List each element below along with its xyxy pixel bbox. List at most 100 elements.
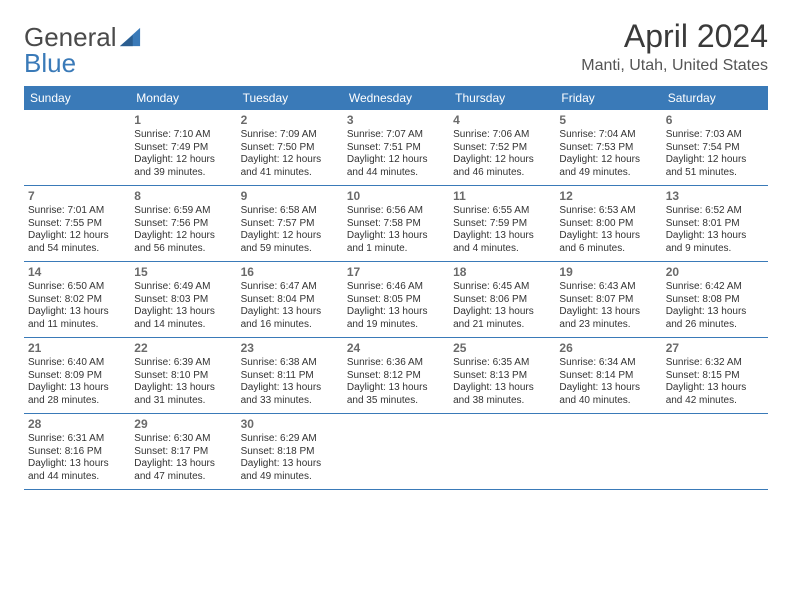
daylight-text: Daylight: 13 hours and 44 minutes. <box>28 458 126 483</box>
daylight-text: Daylight: 13 hours and 40 minutes. <box>559 382 657 407</box>
week-row: 7Sunrise: 7:01 AMSunset: 7:55 PMDaylight… <box>24 186 768 262</box>
dow-sunday: Sunday <box>24 86 130 110</box>
sunset-text: Sunset: 7:51 PM <box>347 142 445 155</box>
day-cell: 25Sunrise: 6:35 AMSunset: 8:13 PMDayligh… <box>449 338 555 413</box>
sunset-text: Sunset: 8:00 PM <box>559 218 657 231</box>
sunrise-text: Sunrise: 6:38 AM <box>241 357 339 370</box>
day-number: 21 <box>28 341 126 356</box>
day-cell: 10Sunrise: 6:56 AMSunset: 7:58 PMDayligh… <box>343 186 449 261</box>
day-number: 30 <box>241 417 339 432</box>
daylight-text: Daylight: 13 hours and 21 minutes. <box>453 306 551 331</box>
daylight-text: Daylight: 12 hours and 51 minutes. <box>666 154 764 179</box>
sunrise-text: Sunrise: 6:29 AM <box>241 433 339 446</box>
day-cell: 30Sunrise: 6:29 AMSunset: 8:18 PMDayligh… <box>237 414 343 489</box>
dow-wednesday: Wednesday <box>343 86 449 110</box>
sunset-text: Sunset: 7:50 PM <box>241 142 339 155</box>
day-cell: 12Sunrise: 6:53 AMSunset: 8:00 PMDayligh… <box>555 186 661 261</box>
sunrise-text: Sunrise: 7:06 AM <box>453 129 551 142</box>
logo-triangle-icon <box>119 26 141 48</box>
sunset-text: Sunset: 7:52 PM <box>453 142 551 155</box>
daylight-text: Daylight: 12 hours and 44 minutes. <box>347 154 445 179</box>
day-number: 9 <box>241 189 339 204</box>
sunset-text: Sunset: 8:02 PM <box>28 294 126 307</box>
sunrise-text: Sunrise: 6:34 AM <box>559 357 657 370</box>
sunset-text: Sunset: 8:12 PM <box>347 370 445 383</box>
daylight-text: Daylight: 13 hours and 42 minutes. <box>666 382 764 407</box>
day-cell: 29Sunrise: 6:30 AMSunset: 8:17 PMDayligh… <box>130 414 236 489</box>
day-number: 18 <box>453 265 551 280</box>
day-cell: 11Sunrise: 6:55 AMSunset: 7:59 PMDayligh… <box>449 186 555 261</box>
sunset-text: Sunset: 8:11 PM <box>241 370 339 383</box>
day-cell: 20Sunrise: 6:42 AMSunset: 8:08 PMDayligh… <box>662 262 768 337</box>
day-number: 6 <box>666 113 764 128</box>
sunrise-text: Sunrise: 6:36 AM <box>347 357 445 370</box>
sunrise-text: Sunrise: 7:03 AM <box>666 129 764 142</box>
calendar: Sunday Monday Tuesday Wednesday Thursday… <box>24 86 768 490</box>
dow-saturday: Saturday <box>662 86 768 110</box>
daylight-text: Daylight: 13 hours and 6 minutes. <box>559 230 657 255</box>
day-cell: 3Sunrise: 7:07 AMSunset: 7:51 PMDaylight… <box>343 110 449 185</box>
sunrise-text: Sunrise: 6:43 AM <box>559 281 657 294</box>
day-number: 3 <box>347 113 445 128</box>
sunset-text: Sunset: 8:09 PM <box>28 370 126 383</box>
day-cell: 5Sunrise: 7:04 AMSunset: 7:53 PMDaylight… <box>555 110 661 185</box>
brand-logo: GeneralBlue <box>24 18 141 76</box>
day-cell: 17Sunrise: 6:46 AMSunset: 8:05 PMDayligh… <box>343 262 449 337</box>
sunrise-text: Sunrise: 6:31 AM <box>28 433 126 446</box>
day-number: 25 <box>453 341 551 356</box>
sunset-text: Sunset: 8:17 PM <box>134 446 232 459</box>
day-cell: 2Sunrise: 7:09 AMSunset: 7:50 PMDaylight… <box>237 110 343 185</box>
daylight-text: Daylight: 12 hours and 59 minutes. <box>241 230 339 255</box>
sunrise-text: Sunrise: 6:49 AM <box>134 281 232 294</box>
day-number: 26 <box>559 341 657 356</box>
dow-tuesday: Tuesday <box>237 86 343 110</box>
sunset-text: Sunset: 7:59 PM <box>453 218 551 231</box>
sunset-text: Sunset: 8:16 PM <box>28 446 126 459</box>
day-cell: 24Sunrise: 6:36 AMSunset: 8:12 PMDayligh… <box>343 338 449 413</box>
daylight-text: Daylight: 13 hours and 19 minutes. <box>347 306 445 331</box>
sunrise-text: Sunrise: 6:32 AM <box>666 357 764 370</box>
day-cell: 1Sunrise: 7:10 AMSunset: 7:49 PMDaylight… <box>130 110 236 185</box>
day-number: 14 <box>28 265 126 280</box>
day-number: 11 <box>453 189 551 204</box>
daylight-text: Daylight: 13 hours and 28 minutes. <box>28 382 126 407</box>
daylight-text: Daylight: 13 hours and 47 minutes. <box>134 458 232 483</box>
day-number: 8 <box>134 189 232 204</box>
sunrise-text: Sunrise: 7:07 AM <box>347 129 445 142</box>
sunrise-text: Sunrise: 7:10 AM <box>134 129 232 142</box>
day-cell: 16Sunrise: 6:47 AMSunset: 8:04 PMDayligh… <box>237 262 343 337</box>
day-number: 17 <box>347 265 445 280</box>
sunrise-text: Sunrise: 6:55 AM <box>453 205 551 218</box>
sunset-text: Sunset: 8:08 PM <box>666 294 764 307</box>
sunrise-text: Sunrise: 6:35 AM <box>453 357 551 370</box>
week-row: 28Sunrise: 6:31 AMSunset: 8:16 PMDayligh… <box>24 414 768 490</box>
daylight-text: Daylight: 13 hours and 16 minutes. <box>241 306 339 331</box>
day-cell: 21Sunrise: 6:40 AMSunset: 8:09 PMDayligh… <box>24 338 130 413</box>
daylight-text: Daylight: 12 hours and 41 minutes. <box>241 154 339 179</box>
daylight-text: Daylight: 13 hours and 11 minutes. <box>28 306 126 331</box>
daylight-text: Daylight: 13 hours and 31 minutes. <box>134 382 232 407</box>
sunset-text: Sunset: 7:58 PM <box>347 218 445 231</box>
header: GeneralBlue April 2024 Manti, Utah, Unit… <box>24 18 768 76</box>
daylight-text: Daylight: 12 hours and 49 minutes. <box>559 154 657 179</box>
sunrise-text: Sunrise: 6:58 AM <box>241 205 339 218</box>
day-cell <box>555 414 661 489</box>
sunrise-text: Sunrise: 6:47 AM <box>241 281 339 294</box>
sunset-text: Sunset: 8:07 PM <box>559 294 657 307</box>
daylight-text: Daylight: 12 hours and 56 minutes. <box>134 230 232 255</box>
daylight-text: Daylight: 13 hours and 4 minutes. <box>453 230 551 255</box>
day-cell: 7Sunrise: 7:01 AMSunset: 7:55 PMDaylight… <box>24 186 130 261</box>
sunrise-text: Sunrise: 6:56 AM <box>347 205 445 218</box>
sunset-text: Sunset: 7:54 PM <box>666 142 764 155</box>
sunrise-text: Sunrise: 6:42 AM <box>666 281 764 294</box>
daylight-text: Daylight: 13 hours and 49 minutes. <box>241 458 339 483</box>
sunset-text: Sunset: 7:56 PM <box>134 218 232 231</box>
day-number: 27 <box>666 341 764 356</box>
sunset-text: Sunset: 8:13 PM <box>453 370 551 383</box>
day-number: 13 <box>666 189 764 204</box>
dow-friday: Friday <box>555 86 661 110</box>
sunrise-text: Sunrise: 7:09 AM <box>241 129 339 142</box>
day-cell: 23Sunrise: 6:38 AMSunset: 8:11 PMDayligh… <box>237 338 343 413</box>
day-number: 15 <box>134 265 232 280</box>
dow-thursday: Thursday <box>449 86 555 110</box>
